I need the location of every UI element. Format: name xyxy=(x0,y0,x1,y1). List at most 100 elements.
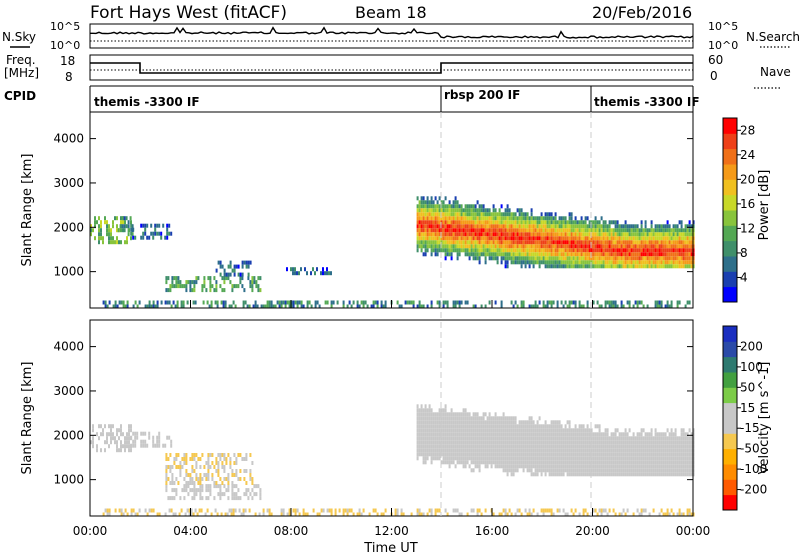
heatmap-cell xyxy=(624,260,627,265)
heatmap-cell xyxy=(227,264,230,269)
heatmap-cell xyxy=(678,264,681,269)
heatmap-cell xyxy=(660,472,663,477)
heatmap-cell xyxy=(458,252,461,257)
heatmap-cell xyxy=(644,508,647,513)
heatmap-cell xyxy=(356,512,359,517)
heatmap-cell xyxy=(221,276,224,281)
heatmap-cell xyxy=(446,460,449,465)
heatmap-cell xyxy=(680,464,683,469)
heatmap-cell xyxy=(572,248,575,253)
heatmap-cell xyxy=(528,216,531,221)
heatmap-cell xyxy=(692,248,695,253)
heatmap-cell xyxy=(500,432,503,437)
heatmap-cell xyxy=(510,236,513,241)
heatmap-cell xyxy=(522,240,525,245)
heatmap-cell xyxy=(582,304,585,309)
heatmap-cell xyxy=(532,456,535,461)
heatmap-cell xyxy=(646,472,649,477)
heatmap-cell xyxy=(658,304,661,309)
heatmap-cell xyxy=(257,288,260,293)
heatmap-cell xyxy=(426,416,429,421)
heatmap-cell xyxy=(462,432,465,437)
heatmap-cell xyxy=(654,452,657,457)
heatmap-cell xyxy=(660,456,663,461)
heatmap-cell xyxy=(684,448,687,453)
heatmap-cell xyxy=(576,224,579,229)
heatmap-cell xyxy=(638,432,641,437)
heatmap-cell xyxy=(416,508,419,513)
heatmap-cell xyxy=(632,264,635,269)
heatmap-cell xyxy=(606,260,609,265)
heatmap-cell xyxy=(528,304,531,309)
heatmap-cell xyxy=(550,256,553,261)
heatmap-cell xyxy=(492,460,495,465)
heatmap-cell xyxy=(240,512,243,517)
heatmap-cell xyxy=(528,228,531,233)
heatmap-cell xyxy=(118,448,120,453)
heatmap-cell xyxy=(484,260,487,265)
heatmap-cell xyxy=(602,228,605,233)
heatmap-cell xyxy=(536,260,539,265)
heatmap-cell xyxy=(608,220,611,225)
heatmap-cell xyxy=(195,453,198,457)
heatmap-cell xyxy=(458,216,461,221)
heatmap-cell xyxy=(496,232,499,237)
heatmap-cell xyxy=(506,424,509,429)
heatmap-cell xyxy=(514,468,517,473)
heatmap-cell xyxy=(426,436,429,441)
heatmap-cell xyxy=(195,465,198,469)
heatmap-cell xyxy=(656,240,659,245)
heatmap-cell xyxy=(217,260,220,265)
heatmap-cell xyxy=(634,252,637,257)
heatmap-cell xyxy=(253,276,256,281)
heatmap-cell xyxy=(458,444,461,449)
heatmap-cell xyxy=(262,508,265,513)
heatmap-cell xyxy=(106,304,109,309)
heatmap-cell xyxy=(450,408,453,413)
heatmap-cell xyxy=(542,464,545,469)
heatmap-cell xyxy=(498,240,501,245)
heatmap-cell xyxy=(640,448,643,453)
heatmap-cell xyxy=(602,468,605,473)
heatmap-cell xyxy=(185,288,188,293)
heatmap-cell xyxy=(594,448,597,453)
heatmap-cell xyxy=(420,404,423,409)
heatmap-cell xyxy=(402,512,405,517)
heatmap-cell xyxy=(596,440,599,445)
heatmap-cell xyxy=(462,408,465,413)
heatmap-cell xyxy=(570,460,573,465)
heatmap-cell xyxy=(648,468,651,473)
heatmap-cell xyxy=(241,264,244,269)
heatmap-cell xyxy=(470,440,473,445)
heatmap-cell xyxy=(592,436,595,441)
heatmap-cell xyxy=(470,204,473,209)
heatmap-cell xyxy=(239,280,242,285)
heatmap-cell xyxy=(428,428,431,433)
heatmap-cell xyxy=(678,456,681,461)
heatmap-cell xyxy=(668,440,671,445)
heatmap-cell xyxy=(514,424,517,429)
heatmap-cell xyxy=(442,236,445,241)
heatmap-cell xyxy=(440,444,443,449)
heatmap-cell xyxy=(576,472,579,477)
heatmap-cell xyxy=(608,240,611,245)
heatmap-cell xyxy=(506,264,509,269)
heatmap-cell xyxy=(500,456,503,461)
heatmap-cell xyxy=(171,276,174,281)
heatmap-cell xyxy=(201,477,204,481)
x-tick-label: 08:00 xyxy=(274,524,309,538)
heatmap-cell xyxy=(674,236,677,241)
heatmap-cell xyxy=(444,412,447,417)
heatmap-cell xyxy=(504,244,507,249)
heatmap-cell xyxy=(426,232,429,237)
heatmap-cell xyxy=(528,452,531,457)
heatmap-cell xyxy=(542,256,545,261)
heatmap-cell xyxy=(608,236,611,241)
heatmap-cell xyxy=(498,420,501,425)
heatmap-cell xyxy=(472,508,475,513)
heatmap-cell xyxy=(528,508,531,513)
heatmap-cell xyxy=(450,424,453,429)
heatmap-cell xyxy=(658,232,661,237)
heatmap-cell xyxy=(486,224,489,229)
heatmap-cell xyxy=(570,444,573,449)
